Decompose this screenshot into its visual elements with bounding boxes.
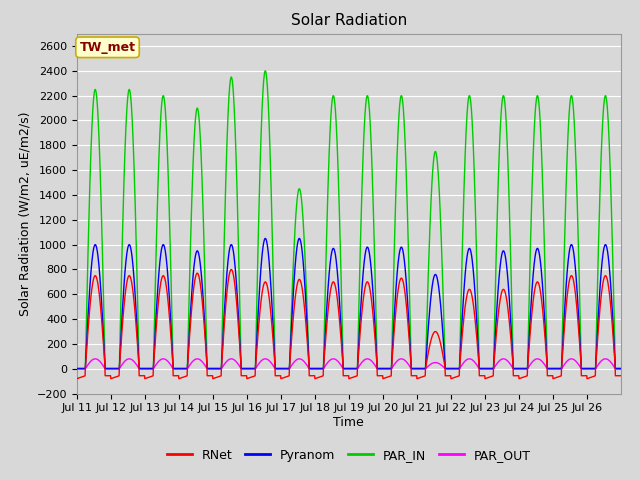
RNet: [617, 373, 625, 379]
RNet: [73, 376, 81, 382]
PAR_OUT: [513, 365, 521, 371]
RNet: [227, 266, 235, 272]
PAR_IN: [127, 99, 135, 105]
Pyranom: [543, 366, 551, 372]
Pyranom: [609, 325, 617, 331]
Line: PAR_IN: PAR_IN: [77, 71, 621, 369]
PAR_IN: [73, 366, 81, 372]
PAR_IN: [244, 366, 252, 372]
PAR_OUT: [73, 365, 81, 371]
PAR_OUT: [382, 365, 390, 371]
Pyranom: [513, 366, 520, 372]
Text: TW_met: TW_met: [79, 41, 136, 54]
RNet: [543, 373, 551, 379]
RNet: [513, 373, 520, 379]
Pyranom: [127, 247, 135, 253]
Pyranom: [617, 366, 625, 372]
Title: Solar Radiation: Solar Radiation: [291, 13, 407, 28]
PAR_IN: [513, 366, 520, 372]
RNet: [245, 375, 253, 381]
PAR_IN: [609, 276, 617, 281]
PAR_OUT: [81, 366, 89, 372]
PAR_OUT: [245, 365, 253, 371]
PAR_IN: [381, 366, 389, 372]
Pyranom: [73, 366, 81, 372]
Y-axis label: Solar Radiation (W/m2, uE/m2/s): Solar Radiation (W/m2, uE/m2/s): [18, 111, 31, 316]
Line: RNet: RNet: [77, 269, 621, 379]
PAR_OUT: [610, 363, 618, 369]
PAR_IN: [617, 366, 625, 372]
Line: PAR_OUT: PAR_OUT: [77, 359, 621, 369]
PAR_OUT: [92, 356, 99, 362]
X-axis label: Time: Time: [333, 416, 364, 429]
PAR_IN: [262, 68, 269, 74]
RNet: [127, 277, 135, 283]
Pyranom: [262, 236, 269, 241]
Pyranom: [381, 366, 389, 372]
PAR_OUT: [617, 365, 625, 371]
PAR_OUT: [544, 365, 552, 371]
PAR_IN: [543, 366, 551, 372]
PAR_OUT: [128, 357, 136, 362]
RNet: [381, 375, 389, 381]
Pyranom: [244, 366, 252, 372]
RNet: [609, 335, 617, 341]
Legend: RNet, Pyranom, PAR_IN, PAR_OUT: RNet, Pyranom, PAR_IN, PAR_OUT: [162, 444, 536, 467]
Line: Pyranom: Pyranom: [77, 239, 621, 369]
